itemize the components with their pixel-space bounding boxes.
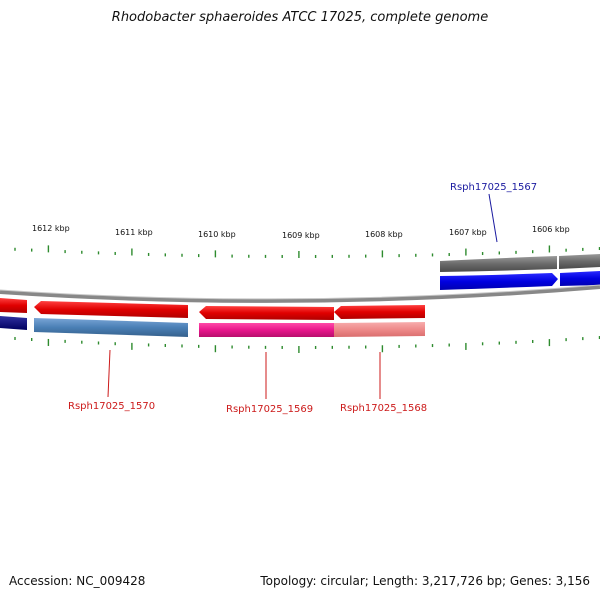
genome-backbone — [0, 285, 600, 303]
gene-label-1569[interactable]: Rsph17025_1569 — [226, 404, 313, 415]
leader-line — [107, 349, 111, 398]
gene-track-1570[interactable] — [34, 318, 188, 337]
scale-label: 1610 kbp — [198, 230, 236, 239]
gene-track-gray-forward[interactable] — [440, 256, 557, 272]
accession-text: Accession: NC_009428 — [9, 574, 146, 588]
scale-ticks-inner — [14, 336, 600, 353]
scale-label: 1611 kbp — [115, 228, 153, 237]
map-title: Rhodobacter sphaeroides ATCC 17025, comp… — [111, 10, 489, 25]
cds-arrow-forward[interactable] — [440, 273, 558, 290]
scale-label: 1612 kbp — [32, 224, 70, 233]
gene-label-1567[interactable]: Rsph17025_1567 — [450, 182, 537, 193]
scale-ticks-outer — [14, 245, 600, 258]
cds-arrow-reverse-1569[interactable] — [199, 306, 334, 320]
gene-track-1569[interactable] — [199, 323, 334, 337]
gene-track-gray-forward[interactable] — [559, 254, 600, 269]
cds-arrow-reverse[interactable] — [0, 298, 27, 313]
scale-label: 1608 kbp — [365, 230, 403, 239]
cds-arrow-forward[interactable] — [560, 271, 600, 286]
cds-arrow-reverse-1570[interactable] — [34, 301, 188, 318]
gene-track-navy[interactable] — [0, 316, 27, 330]
scale-label: 1607 kbp — [449, 228, 487, 237]
leader-line — [488, 193, 498, 243]
gene-label-1570[interactable]: Rsph17025_1570 — [68, 401, 155, 412]
scale-label: 1606 kbp — [532, 225, 570, 234]
genome-summary-text: Topology: circular; Length: 3,217,726 bp… — [260, 574, 590, 588]
gene-track-1568[interactable] — [334, 322, 425, 337]
cds-arrow-reverse-1568[interactable] — [334, 305, 425, 319]
gene-label-1568[interactable]: Rsph17025_1568 — [340, 403, 427, 414]
scale-label: 1609 kbp — [282, 231, 320, 240]
